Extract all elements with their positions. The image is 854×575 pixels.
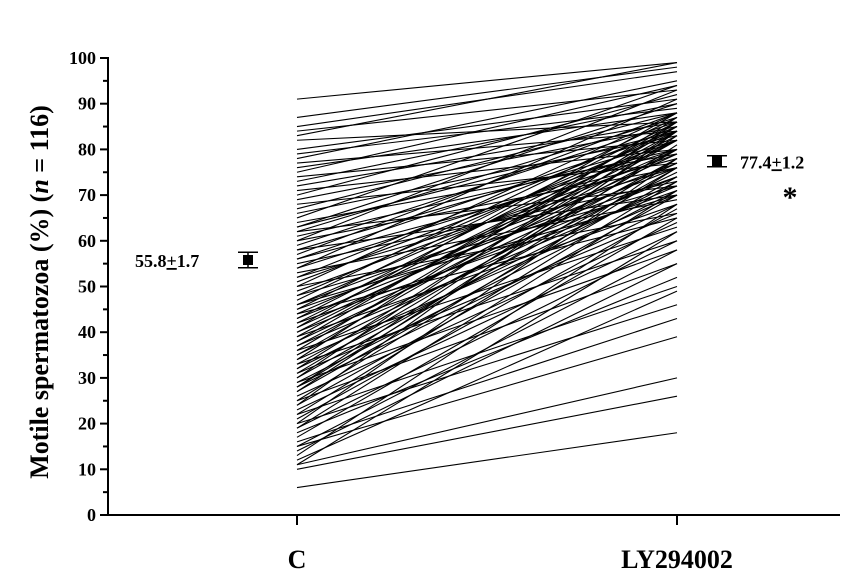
- mean-marker: [243, 254, 253, 265]
- x-category-label: LY294002: [621, 545, 733, 574]
- y-axis-label-part-1: Motile spermatozoa (%) (: [25, 194, 54, 479]
- subject-line: [296, 377, 678, 466]
- subject-line: [296, 285, 678, 415]
- subject-line: [296, 130, 678, 260]
- subject-line: [296, 84, 678, 173]
- subject-line: [296, 263, 678, 402]
- paired-lines: [296, 62, 678, 489]
- subject-line: [296, 139, 678, 333]
- subject-line: [296, 94, 678, 196]
- subject-line: [296, 84, 678, 219]
- subject-line: [296, 212, 678, 374]
- y-tick-label: 30: [78, 368, 96, 388]
- subject-line: [296, 130, 678, 338]
- subject-line: [296, 139, 678, 178]
- subject-line: [296, 158, 678, 388]
- y-tick-label: 100: [69, 48, 96, 68]
- subject-line: [296, 190, 678, 429]
- subject-line: [296, 103, 678, 182]
- mean-markers: 55.8+1.7 77.4+1.2: [135, 152, 804, 271]
- subject-line: [296, 66, 678, 118]
- subject-line: [296, 263, 678, 452]
- subject-line: [296, 217, 678, 438]
- subject-line: [296, 121, 678, 187]
- y-ticks: 0 10 20 30 40 50 60 70 80 90 100: [69, 48, 108, 525]
- y-tick-label: 50: [78, 277, 96, 297]
- mean-value-label: 55.8+1.7: [135, 251, 199, 271]
- significance-asterisk: *: [783, 181, 798, 214]
- subject-line: [296, 126, 678, 278]
- subject-line: [296, 153, 678, 329]
- y-axis-label-part-3: = 116): [25, 105, 54, 179]
- subject-line: [296, 107, 678, 155]
- subject-line: [296, 62, 678, 100]
- subject-line: [296, 167, 678, 402]
- y-tick-label: 70: [78, 185, 96, 205]
- subject-line: [296, 276, 678, 434]
- subject-line: [296, 130, 678, 406]
- y-axis-label-n: n: [25, 179, 54, 193]
- subject-line: [296, 89, 678, 242]
- y-tick-label: 0: [87, 505, 96, 525]
- subject-line: [296, 80, 678, 160]
- subject-line: [296, 116, 678, 301]
- subject-line: [296, 180, 678, 415]
- x-category-label: C: [288, 545, 307, 574]
- subject-line: [296, 203, 678, 338]
- y-axis-label: Motile spermatozoa (%) (n = 116): [25, 105, 54, 479]
- subject-line: [296, 130, 678, 228]
- subject-line: [296, 240, 678, 365]
- subject-line: [296, 121, 678, 379]
- subject-line: [296, 336, 678, 447]
- subject-line: [296, 317, 678, 443]
- svg-text:Motile spermatozoa (%) (n = 1: Motile spermatozoa (%) (n = 116): [25, 105, 54, 479]
- mean-value-label: 77.4+1.2: [740, 152, 804, 172]
- y-tick-label: 10: [78, 459, 96, 479]
- subject-line: [296, 116, 678, 361]
- y-tick-label: 80: [78, 139, 96, 159]
- subject-line: [296, 112, 678, 329]
- y-tick-label: 20: [78, 414, 96, 434]
- subject-line: [296, 203, 678, 388]
- x-categories: C LY294002: [288, 515, 733, 574]
- subject-line: [296, 62, 678, 137]
- mean-marker: [712, 156, 722, 167]
- subject-line: [296, 290, 678, 461]
- subject-line: [296, 231, 678, 466]
- subject-line: [296, 112, 678, 288]
- subject-line: [296, 148, 678, 192]
- subject-line: [296, 208, 678, 420]
- subject-line: [296, 112, 678, 169]
- y-tick-label: 60: [78, 231, 96, 251]
- y-tick-label: 90: [78, 94, 96, 114]
- subject-line: [296, 231, 678, 411]
- subject-line: [296, 203, 678, 457]
- subject-line: [296, 121, 678, 310]
- subject-line: [296, 304, 678, 425]
- subject-line: [296, 158, 678, 425]
- subject-line: [296, 89, 678, 132]
- subject-line: [296, 121, 678, 342]
- subject-line: [296, 135, 678, 388]
- y-tick-label: 40: [78, 322, 96, 342]
- subject-line: [296, 395, 678, 470]
- subject-line: [296, 112, 678, 210]
- subject-line: [296, 98, 678, 269]
- subject-line: [296, 432, 678, 489]
- subject-line: [296, 167, 678, 242]
- subject-line: [296, 240, 678, 429]
- subject-line: [296, 126, 678, 201]
